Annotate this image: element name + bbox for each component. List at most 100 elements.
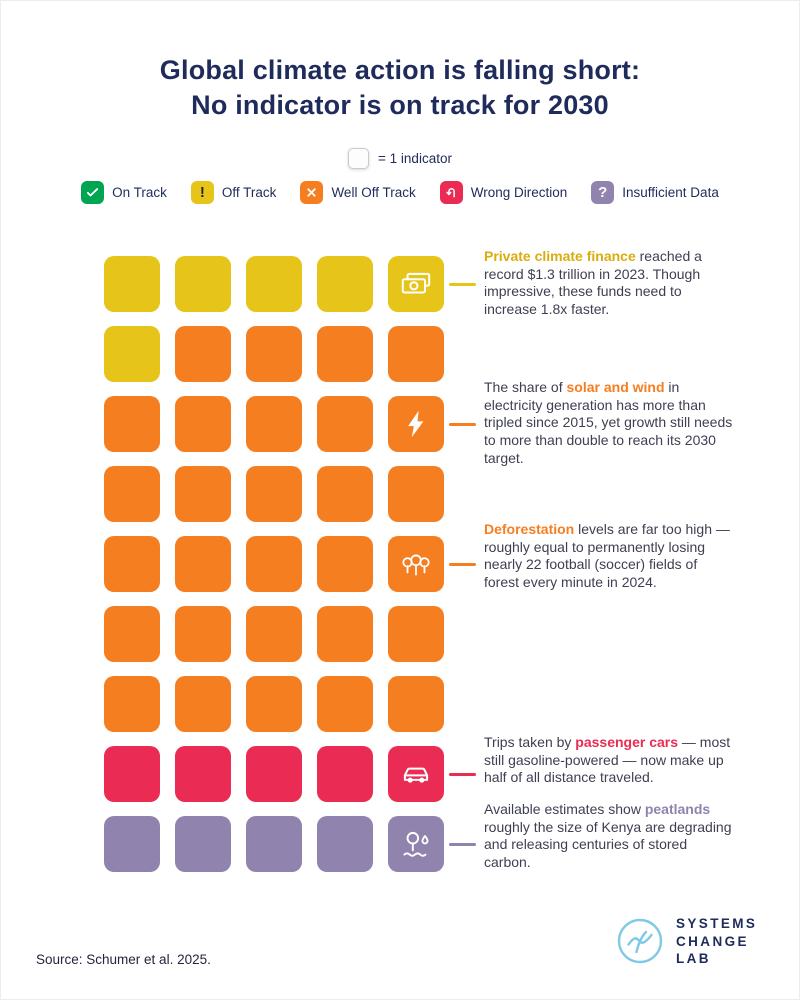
indicator-square-insufficient-data: [104, 816, 160, 872]
annotation-solar-wind: The share of solar and wind in electrici…: [484, 379, 736, 467]
brand-line-3: LAB: [676, 951, 711, 967]
indicator-square-well-off-track: [104, 396, 160, 452]
indicator-square-off-track: [317, 256, 373, 312]
indicator-square-well-off-track: [246, 326, 302, 382]
connector-line-deforestation: [449, 563, 476, 566]
indicator-square-well-off-track: [104, 676, 160, 732]
annotation-highlight: passenger cars: [575, 734, 679, 750]
annotation-text: reached a record $1.3 trillion in 2023. …: [484, 248, 702, 317]
indicator-square-wrong-direction: [246, 746, 302, 802]
status-legend: On Track ! Off Track Well Off Track Wron…: [1, 181, 799, 204]
legend-label-well-off-track: Well Off Track: [331, 185, 416, 200]
page-title: Global climate action is falling short: …: [1, 53, 799, 123]
indicator-unit-square: [348, 148, 370, 169]
indicator-square-well-off-track: [246, 676, 302, 732]
annotation-highlight: peatlands: [644, 801, 711, 817]
annotation-peatlands: Available estimates show peatlands rough…: [484, 801, 736, 872]
annotation-deforestation: Deforestation levels are far too high — …: [484, 521, 736, 592]
unit-legend: = 1 indicator: [1, 148, 799, 169]
lightning-icon: [398, 406, 434, 442]
indicator-square-well-off-track: [175, 606, 231, 662]
indicator-square-well-off-track: [175, 676, 231, 732]
indicator-square-insufficient-data-with-icon: [388, 816, 444, 872]
annotation-text: Available estimates show: [484, 801, 645, 817]
money-icon: [398, 266, 434, 302]
legend-item-insufficient-data: ? Insufficient Data: [591, 181, 719, 204]
indicator-square-off-track: [104, 326, 160, 382]
indicator-square-well-off-track: [104, 536, 160, 592]
annotation-highlight: Deforestation: [484, 521, 575, 537]
indicator-square-insufficient-data: [317, 816, 373, 872]
check-icon: [81, 181, 105, 204]
systems-change-lab-brand: SYSTEMS CHANGE LAB: [616, 915, 757, 968]
indicator-square-wrong-direction-with-icon: [388, 746, 444, 802]
legend-label-on-track: On Track: [112, 185, 167, 200]
waffle-grid: [104, 256, 444, 872]
indicator-square-well-off-track: [317, 606, 373, 662]
source-note: Source: Schumer et al. 2025.: [36, 952, 211, 967]
annotation-text: — most still gasoline-powered — now make…: [484, 734, 731, 786]
legend-item-on-track: On Track: [81, 181, 167, 204]
annotation-highlight: solar and wind: [566, 379, 665, 395]
legend-label-wrong-direction: Wrong Direction: [470, 185, 568, 200]
indicator-square-well-off-track: [175, 536, 231, 592]
annotation-text: Trips taken by: [484, 734, 576, 750]
indicator-square-well-off-track: [388, 466, 444, 522]
indicator-square-well-off-track-with-icon: [388, 396, 444, 452]
legend-label-insufficient-data: Insufficient Data: [622, 185, 719, 200]
annotation-text: in electricity generation has more than …: [484, 379, 733, 466]
title-line-1: Global climate action is falling short:: [159, 55, 641, 85]
indicator-square-well-off-track: [388, 606, 444, 662]
annotation-text: levels are far too high — roughly equal …: [484, 521, 730, 590]
indicator-square-well-off-track: [104, 606, 160, 662]
indicator-square-well-off-track: [246, 606, 302, 662]
x-icon: [300, 181, 324, 204]
connector-line-peatlands: [449, 843, 476, 846]
indicator-square-well-off-track: [104, 466, 160, 522]
indicator-square-wrong-direction: [175, 746, 231, 802]
annotation-text: roughly the size of Kenya are degrading …: [484, 818, 732, 870]
u-turn-icon: [439, 181, 463, 204]
indicator-square-off-track: [104, 256, 160, 312]
legend-label-off-track: Off Track: [221, 185, 277, 200]
unit-legend-label: = 1 indicator: [378, 151, 452, 166]
peatland-icon: [398, 826, 434, 862]
indicator-square-well-off-track: [317, 536, 373, 592]
annotation-passenger-cars: Trips taken by passenger cars — most sti…: [484, 734, 736, 787]
title-line-2: No indicator is on track for 2030: [191, 90, 609, 121]
indicator-square-well-off-track: [388, 676, 444, 732]
indicator-square-well-off-track: [246, 396, 302, 452]
legend-item-well-off-track: Well Off Track: [300, 181, 416, 204]
legend-item-wrong-direction: Wrong Direction: [439, 181, 568, 204]
brand-line-2: CHANGE: [676, 933, 749, 949]
indicator-square-well-off-track: [175, 396, 231, 452]
indicator-square-off-track-with-icon: [388, 256, 444, 312]
indicator-square-well-off-track: [175, 466, 231, 522]
connector-line-solar-wind: [449, 423, 476, 426]
brand-wordmark: SYSTEMS CHANGE LAB: [676, 915, 757, 968]
systems-change-lab-logo-icon: [616, 917, 664, 965]
indicator-square-well-off-track: [317, 396, 373, 452]
brand-line-1: SYSTEMS: [676, 916, 758, 931]
indicator-square-well-off-track: [388, 326, 444, 382]
indicator-square-off-track: [246, 256, 302, 312]
indicator-square-well-off-track: [246, 466, 302, 522]
indicator-square-wrong-direction: [104, 746, 160, 802]
exclamation-icon: !: [190, 181, 214, 204]
indicator-square-insufficient-data: [246, 816, 302, 872]
car-icon: [398, 756, 434, 792]
indicator-square-wrong-direction: [317, 746, 373, 802]
annotation-text: The share of: [484, 379, 567, 395]
indicator-square-insufficient-data: [175, 816, 231, 872]
indicator-square-well-off-track-with-icon: [388, 536, 444, 592]
question-icon: ?: [591, 181, 615, 204]
indicator-square-well-off-track: [246, 536, 302, 592]
indicator-square-well-off-track: [175, 326, 231, 382]
trees-icon: [398, 546, 434, 582]
connector-line-finance: [449, 283, 476, 286]
indicator-square-well-off-track: [317, 676, 373, 732]
annotation-highlight: Private climate finance: [484, 248, 636, 264]
legend-item-off-track: ! Off Track: [190, 181, 277, 204]
connector-line-cars: [449, 773, 476, 776]
